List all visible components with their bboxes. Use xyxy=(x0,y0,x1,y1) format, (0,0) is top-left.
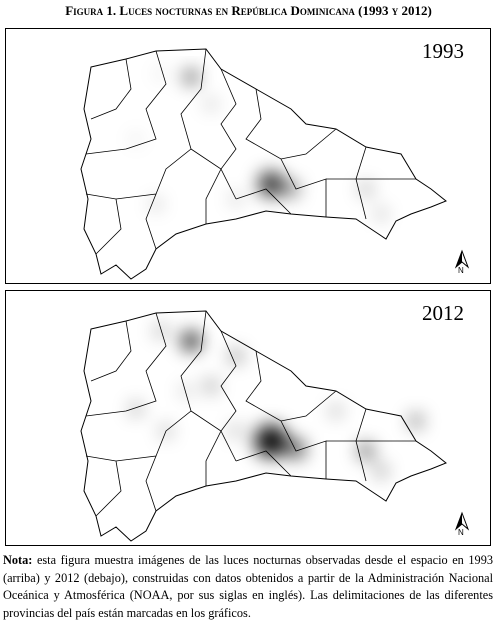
night-lights xyxy=(131,326,422,476)
map-panel: 2012 N xyxy=(5,290,491,546)
note-label: Nota: xyxy=(3,553,33,567)
note: Nota: esta figura muestra imágenes de la… xyxy=(3,552,493,622)
map-panel: 1993 N xyxy=(5,28,491,284)
map xyxy=(80,48,447,280)
panel-label: 2012 xyxy=(422,301,464,325)
north-arrow: N xyxy=(452,249,472,275)
map xyxy=(80,310,447,542)
panel-label: 1993 xyxy=(422,39,464,63)
north-arrow: N xyxy=(452,511,472,537)
north-label: N xyxy=(458,528,464,537)
figure-title: Figura 1. Luces nocturnas en República D… xyxy=(65,3,432,18)
night-lights xyxy=(133,71,385,218)
note-text: esta figura muestra imágenes de las luce… xyxy=(3,553,493,620)
north-label: N xyxy=(458,266,464,275)
